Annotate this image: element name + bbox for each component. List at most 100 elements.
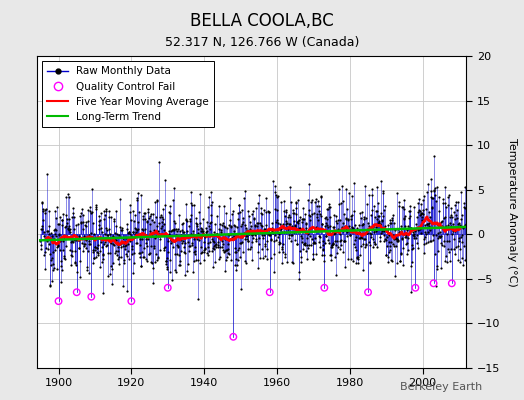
Point bbox=[228, 236, 237, 242]
Point bbox=[458, 238, 466, 245]
Point bbox=[137, 263, 145, 269]
Legend: Raw Monthly Data, Quality Control Fail, Five Year Moving Average, Long-Term Tren: Raw Monthly Data, Quality Control Fail, … bbox=[42, 61, 214, 127]
Point bbox=[241, 188, 249, 194]
Point bbox=[436, 234, 444, 240]
Point bbox=[294, 218, 302, 224]
Point bbox=[161, 244, 170, 250]
Point bbox=[353, 254, 361, 260]
Point bbox=[67, 262, 75, 269]
Point bbox=[71, 248, 80, 254]
Point bbox=[128, 245, 136, 252]
Point bbox=[263, 238, 271, 244]
Y-axis label: Temperature Anomaly (°C): Temperature Anomaly (°C) bbox=[507, 138, 517, 286]
Point bbox=[231, 262, 239, 268]
Point bbox=[456, 246, 464, 252]
Point bbox=[360, 216, 368, 222]
Point bbox=[257, 209, 266, 216]
Point bbox=[44, 228, 52, 234]
Point bbox=[362, 242, 370, 248]
Point bbox=[307, 225, 315, 232]
Point bbox=[60, 233, 69, 239]
Point bbox=[375, 220, 384, 227]
Point bbox=[188, 201, 196, 208]
Point bbox=[218, 243, 226, 250]
Point bbox=[288, 259, 297, 265]
Point bbox=[275, 241, 283, 247]
Point bbox=[319, 247, 328, 254]
Point bbox=[309, 256, 318, 262]
Point bbox=[379, 188, 387, 194]
Point bbox=[303, 235, 312, 242]
Point bbox=[396, 230, 404, 236]
Point bbox=[405, 215, 413, 221]
Point bbox=[43, 234, 52, 241]
Point bbox=[386, 247, 395, 254]
Point bbox=[89, 247, 97, 253]
Point bbox=[352, 255, 361, 261]
Point bbox=[385, 238, 393, 245]
Point bbox=[232, 267, 240, 273]
Point bbox=[350, 180, 358, 186]
Point bbox=[319, 242, 327, 248]
Point bbox=[165, 230, 173, 237]
Point bbox=[374, 220, 382, 226]
Point bbox=[159, 206, 167, 213]
Point bbox=[287, 198, 295, 205]
Point bbox=[298, 238, 307, 245]
Point bbox=[364, 226, 373, 232]
Point bbox=[101, 206, 110, 212]
Point bbox=[411, 284, 420, 291]
Point bbox=[87, 294, 95, 300]
Point bbox=[148, 280, 157, 286]
Point bbox=[273, 194, 281, 200]
Point bbox=[274, 193, 282, 200]
Point bbox=[135, 208, 144, 215]
Point bbox=[183, 268, 192, 274]
Point bbox=[62, 220, 71, 226]
Point bbox=[123, 288, 132, 294]
Point bbox=[160, 247, 169, 254]
Point bbox=[111, 237, 119, 244]
Point bbox=[237, 206, 246, 213]
Point bbox=[93, 242, 102, 248]
Point bbox=[288, 223, 296, 230]
Point bbox=[379, 232, 388, 238]
Point bbox=[457, 234, 465, 240]
Point bbox=[447, 205, 456, 212]
Point bbox=[233, 215, 242, 222]
Point bbox=[212, 231, 221, 238]
Point bbox=[321, 215, 329, 222]
Point bbox=[258, 222, 267, 229]
Point bbox=[119, 234, 128, 241]
Point bbox=[309, 240, 318, 246]
Point bbox=[68, 248, 76, 254]
Point bbox=[242, 225, 250, 232]
Point bbox=[390, 236, 398, 242]
Point bbox=[267, 224, 276, 231]
Point bbox=[171, 250, 179, 257]
Point bbox=[71, 259, 79, 266]
Point bbox=[198, 228, 206, 234]
Point bbox=[417, 200, 425, 207]
Point bbox=[270, 251, 278, 257]
Point bbox=[74, 237, 82, 243]
Point bbox=[290, 209, 298, 216]
Point bbox=[267, 237, 275, 243]
Point bbox=[70, 226, 78, 232]
Point bbox=[102, 208, 111, 214]
Point bbox=[269, 238, 278, 244]
Point bbox=[460, 204, 468, 210]
Point bbox=[120, 257, 128, 264]
Point bbox=[384, 254, 392, 260]
Point bbox=[451, 250, 460, 257]
Point bbox=[329, 241, 337, 248]
Point bbox=[277, 226, 286, 232]
Point bbox=[116, 234, 124, 240]
Point bbox=[438, 218, 446, 224]
Point bbox=[373, 208, 381, 214]
Point bbox=[145, 251, 153, 257]
Point bbox=[306, 212, 314, 219]
Point bbox=[76, 213, 84, 219]
Point bbox=[356, 233, 365, 240]
Point bbox=[299, 216, 307, 222]
